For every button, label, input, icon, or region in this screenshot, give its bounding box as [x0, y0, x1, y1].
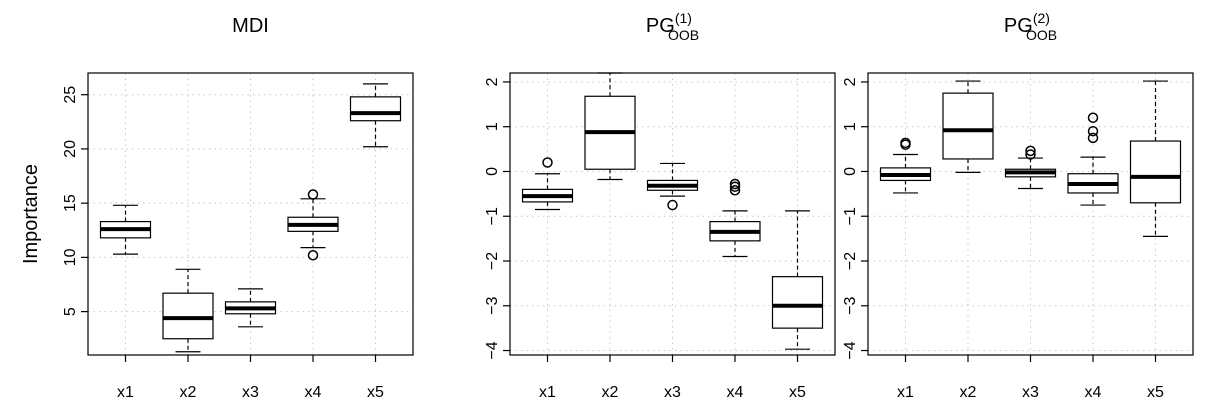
- box-x5: [1129, 80, 1182, 237]
- outlier-point: [900, 137, 911, 149]
- y-tick-label: −3: [484, 297, 501, 315]
- box-x5: [771, 210, 824, 350]
- box-x1: [521, 157, 574, 211]
- x-tick-label: x1: [539, 384, 556, 401]
- x-tick-label: x4: [1085, 384, 1102, 401]
- box-iqr: [942, 92, 994, 160]
- outlier-point: [1025, 145, 1036, 157]
- x-tick-label: x5: [1147, 384, 1164, 401]
- outlier-point: [729, 185, 741, 196]
- box-x1: [99, 204, 152, 255]
- plot-frame: [867, 72, 1194, 356]
- y-tick-label: −1: [842, 207, 859, 225]
- y-tick-label: 1: [842, 122, 859, 131]
- y-tick-label: 20: [62, 140, 79, 158]
- chart-title: MDI: [232, 15, 269, 37]
- box-x4: [709, 178, 761, 258]
- y-tick-label: −2: [484, 252, 501, 270]
- y-tick-label: −1: [484, 207, 501, 225]
- y-tick-label: 0: [842, 167, 859, 176]
- x-tick-label: x5: [367, 384, 384, 401]
- box-x4: [287, 189, 339, 261]
- box-x3: [224, 288, 277, 328]
- chart-title: PG(1) OOB: [646, 10, 699, 43]
- box-x2: [584, 72, 636, 181]
- y-tick-label: −4: [484, 341, 501, 359]
- box-x1: [879, 137, 932, 194]
- y-tick-label: 15: [62, 194, 79, 212]
- outlier-point: [1087, 132, 1099, 144]
- outlier-point: [1087, 125, 1099, 137]
- x-tick-label: x4: [727, 384, 744, 401]
- y-tick-label: −3: [842, 297, 859, 315]
- panel-2: −4 −3 −2 −1 0 1 2 x1 x2 x3 x4 x5 PG(1) OOB: [484, 10, 836, 401]
- y-tick-label: 0: [484, 167, 501, 176]
- x-tick-label: x4: [305, 384, 322, 401]
- x-tick-label: x2: [180, 384, 197, 401]
- x-tick-label: x3: [664, 384, 681, 401]
- y-tick-label: 25: [62, 86, 79, 104]
- y-tick-label: −2: [842, 252, 859, 270]
- y-tick-label: −4: [842, 341, 859, 359]
- chart-title: PG(2) OOB: [1004, 10, 1057, 43]
- box-iqr: [771, 276, 824, 329]
- x-tick-label: x3: [1022, 384, 1039, 401]
- x-tick-label: x1: [117, 384, 134, 401]
- y-tick-label: 10: [62, 248, 79, 266]
- outlier-point: [729, 181, 741, 192]
- x-tick-label: x1: [897, 384, 914, 401]
- box-iqr: [162, 292, 214, 340]
- y-tick-label: 2: [484, 77, 501, 86]
- box-iqr: [1129, 140, 1182, 204]
- outlier-point: [542, 157, 553, 168]
- outlier-point: [667, 199, 678, 211]
- box-x4: [1067, 112, 1119, 206]
- y-tick-label: 5: [62, 307, 79, 316]
- x-tick-label: x2: [960, 384, 977, 401]
- box-x3: [1004, 145, 1057, 190]
- y-tick-label: 2: [842, 77, 859, 86]
- outlier-point: [307, 189, 319, 200]
- y-axis-label: Importance: [20, 164, 42, 264]
- box-x2: [942, 80, 994, 173]
- box-x5: [349, 83, 402, 148]
- x-tick-label: x5: [789, 384, 806, 401]
- panel-1: 5 10 15 20 25 x1 x2 x3 x4 x5 MDI Importance: [20, 15, 414, 401]
- box-x3: [646, 162, 699, 211]
- box-iqr: [349, 96, 402, 122]
- panel-3: −4 −3 −2 −1 0 1 2 x1 x2 x3 x4 x5 PG(2) OOB: [842, 10, 1194, 401]
- y-tick-label: 1: [484, 122, 501, 131]
- outlier-point: [307, 249, 319, 261]
- outlier-point: [1025, 149, 1036, 160]
- x-tick-label: x3: [242, 384, 259, 401]
- outlier-point: [1087, 112, 1099, 124]
- box-x2: [162, 268, 214, 353]
- x-tick-label: x2: [602, 384, 619, 401]
